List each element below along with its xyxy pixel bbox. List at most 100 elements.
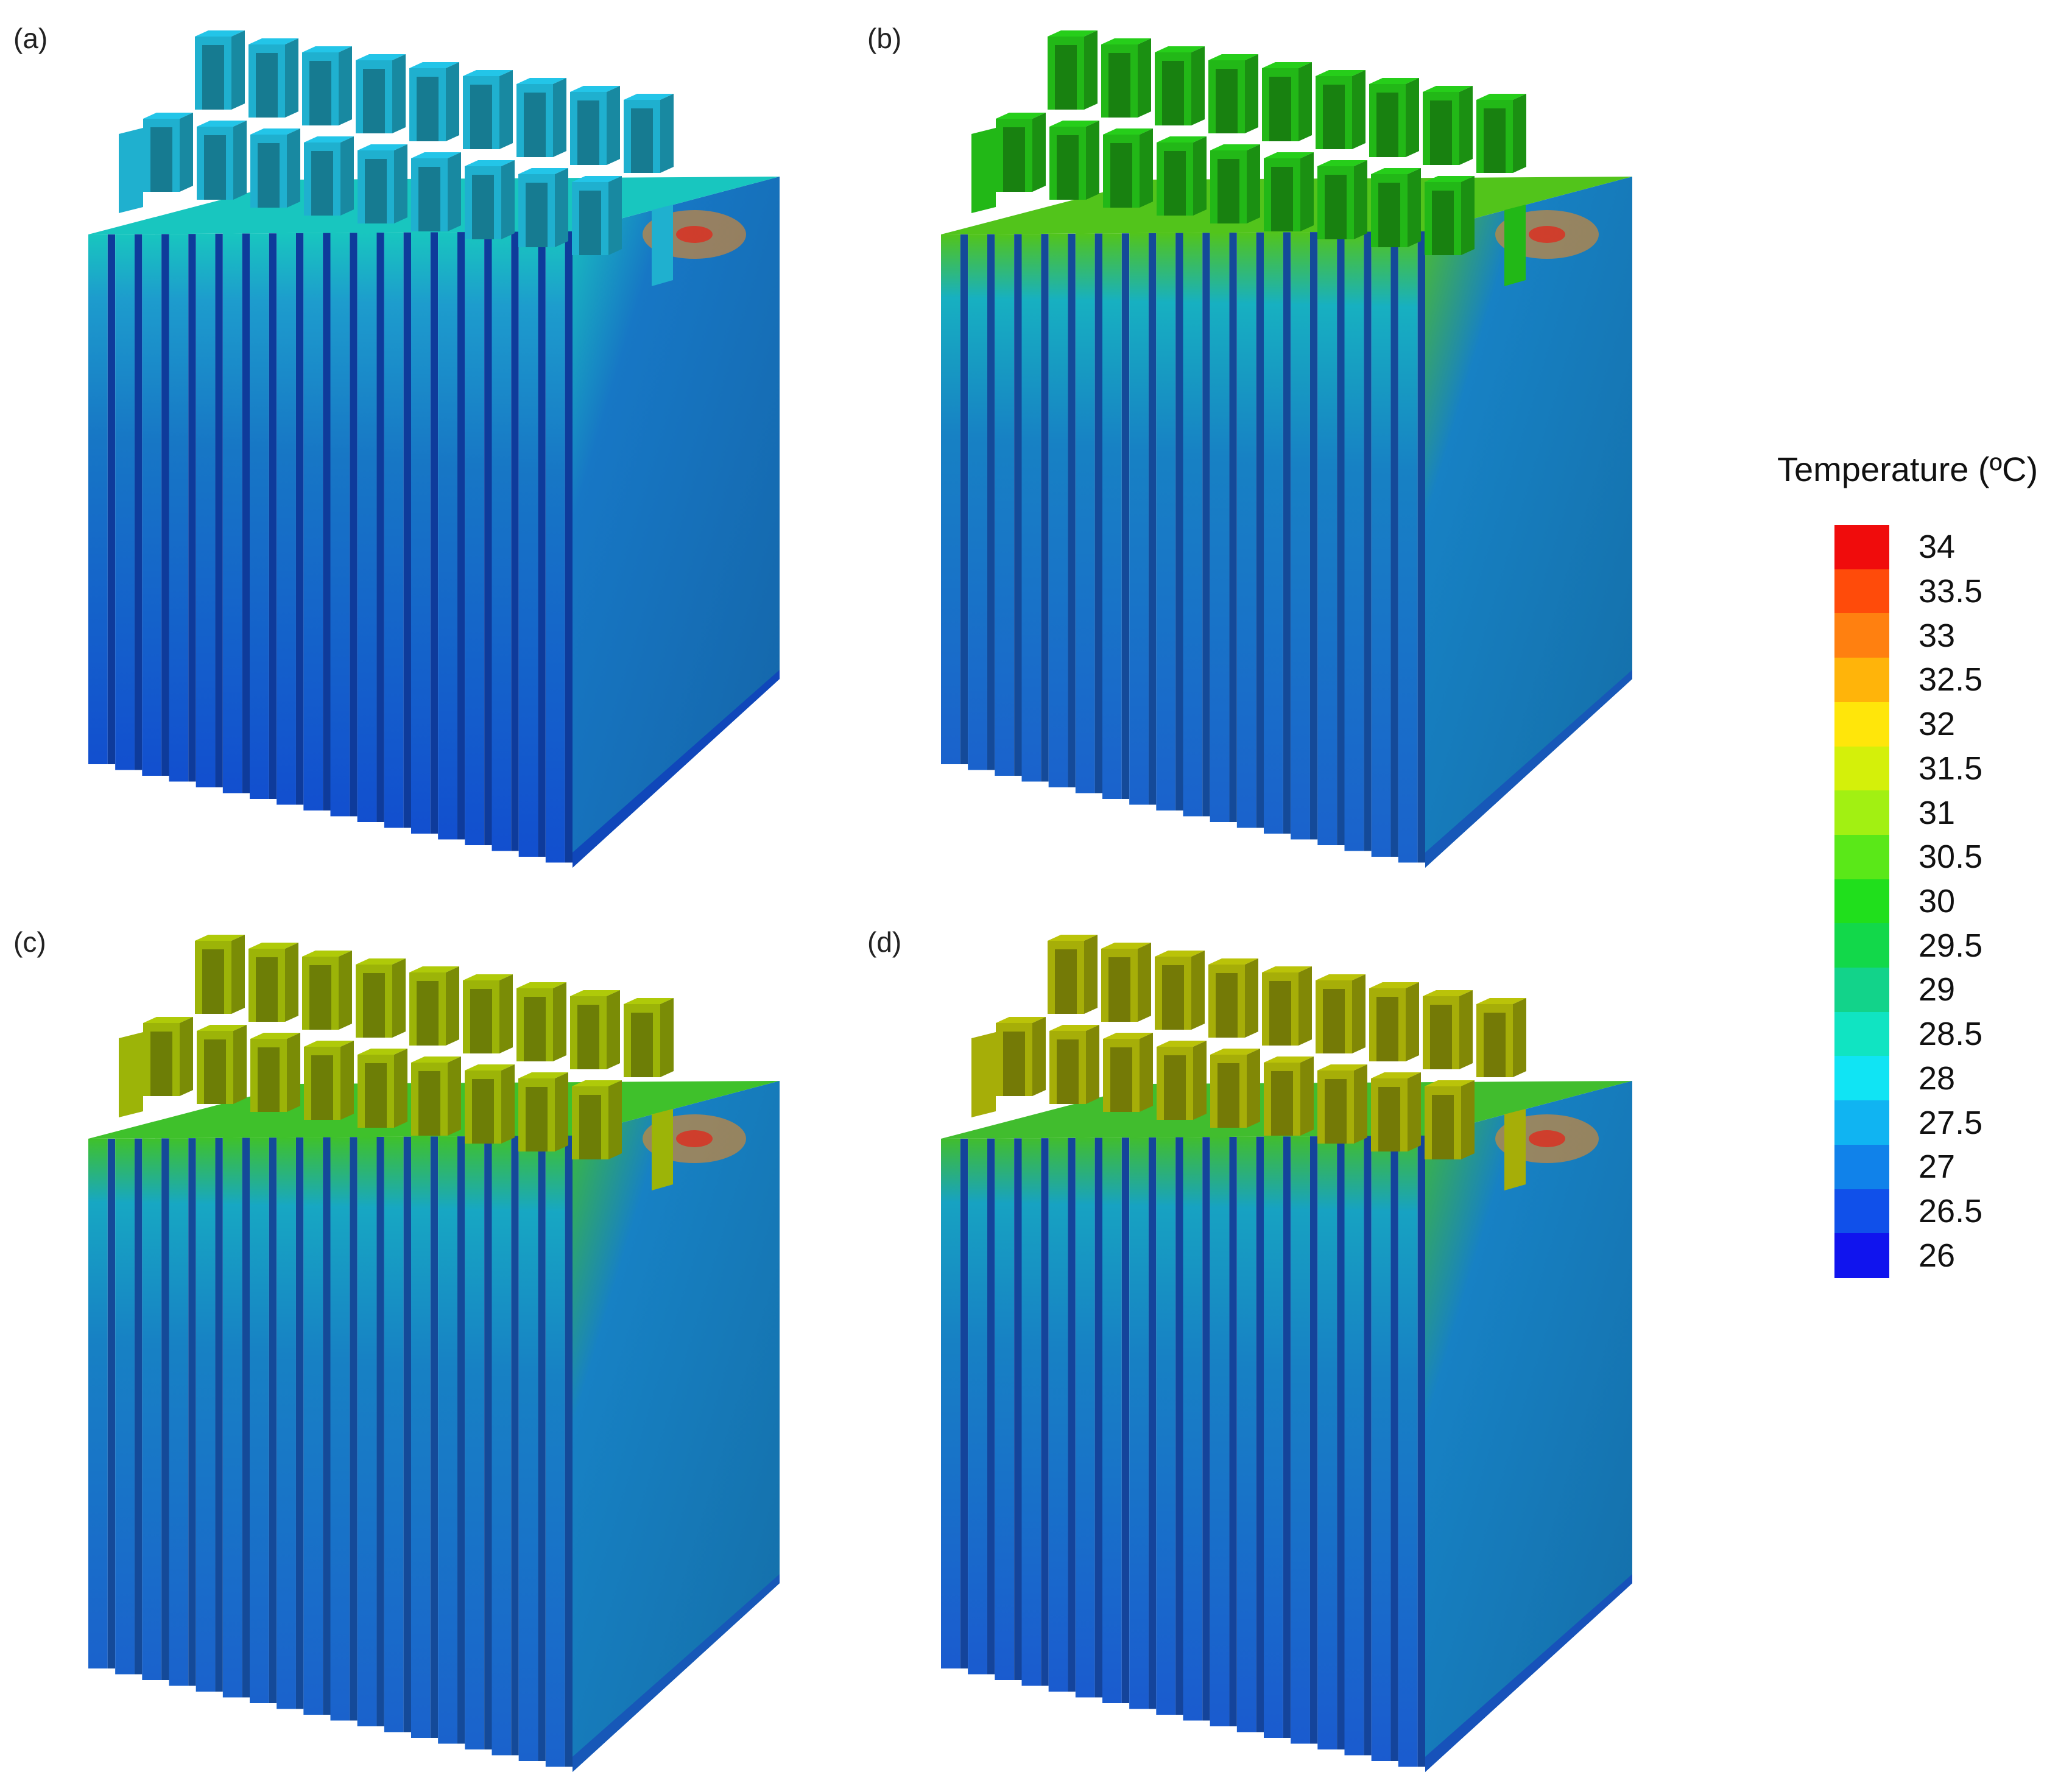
busbar-top xyxy=(1101,943,1151,949)
busbar-slot xyxy=(1162,61,1184,125)
hot-spot-core xyxy=(1529,226,1565,243)
busbar-top xyxy=(1155,951,1205,957)
side-face xyxy=(1425,177,1632,868)
cell-plate xyxy=(1183,233,1203,817)
legend-swatch xyxy=(1834,923,1889,969)
busbar-slot xyxy=(472,175,494,239)
cell-gap xyxy=(161,234,169,776)
cell-gap xyxy=(1121,233,1130,799)
cell-plate xyxy=(88,234,108,764)
cell-gap xyxy=(987,1138,995,1675)
side-face xyxy=(1425,1081,1632,1772)
busbar-top xyxy=(250,128,300,135)
legend-swatch xyxy=(1834,1011,1889,1057)
busbar-slot xyxy=(1164,151,1186,216)
busbar-side xyxy=(1513,998,1526,1077)
cell-plate xyxy=(1156,1137,1176,1715)
busbar-top xyxy=(1262,62,1312,68)
busbar-slot xyxy=(470,85,492,149)
cell-gap xyxy=(1283,1136,1291,1738)
side-face xyxy=(573,177,780,868)
busbar-side xyxy=(231,935,245,1014)
busbar-slot xyxy=(1110,1047,1132,1112)
busbar-slot xyxy=(1269,77,1291,141)
hot-spot-core xyxy=(676,226,713,243)
busbar-top xyxy=(1371,1072,1421,1078)
busbar-top xyxy=(624,998,674,1004)
battery-pack-a xyxy=(88,30,780,868)
legend-swatch xyxy=(1834,879,1889,924)
busbar-slot xyxy=(1057,1039,1079,1104)
hot-spot-core xyxy=(676,1130,713,1147)
busbar-slot xyxy=(1216,973,1238,1038)
panel-b-label: (b) xyxy=(867,23,902,54)
cell-plate xyxy=(196,1137,216,1692)
busbar-side xyxy=(1084,935,1098,1014)
busbar-side xyxy=(394,144,407,223)
cell-plate xyxy=(1371,1136,1391,1761)
busbar-slot xyxy=(577,1005,599,1069)
busbar-side xyxy=(1191,46,1205,125)
busbar-side xyxy=(231,30,245,110)
cell-gap xyxy=(1175,1137,1183,1715)
busbar-side xyxy=(499,974,513,1053)
busbar-slot xyxy=(1271,167,1293,231)
legend-swatch xyxy=(1834,658,1889,703)
cell-gap xyxy=(107,1139,116,1668)
cell-gap xyxy=(323,1137,331,1715)
busbar-side xyxy=(339,46,352,125)
busbar-top xyxy=(1317,1064,1367,1071)
busbar-slot xyxy=(1057,135,1079,200)
cell-gap xyxy=(1417,231,1425,863)
busbar-side xyxy=(1459,990,1473,1069)
legend-tick-label: 32 xyxy=(1919,706,1956,743)
busbar-top xyxy=(463,70,513,76)
cell-plate xyxy=(545,1135,565,1767)
busbar-slot xyxy=(1430,1005,1452,1069)
busbar-side xyxy=(1140,1033,1153,1112)
busbar-side xyxy=(1086,1025,1099,1104)
legend-tick-label: 33 xyxy=(1919,617,1956,654)
busbar-slot xyxy=(258,143,280,208)
cell-gap xyxy=(215,233,223,787)
busbar-side xyxy=(1352,70,1365,149)
busbar-top xyxy=(624,94,674,100)
cell-plate xyxy=(169,1138,189,1686)
busbar-side xyxy=(608,1080,622,1159)
legend-tick-label: 26 xyxy=(1919,1237,1956,1274)
cell-plate xyxy=(250,233,269,799)
cell-gap xyxy=(134,1138,143,1675)
cell-gap xyxy=(1202,1137,1210,1721)
busbar-slot xyxy=(1323,989,1345,1053)
busbar-slot xyxy=(202,45,224,110)
busbar-slot xyxy=(526,183,548,247)
busbar-side xyxy=(1461,1080,1475,1159)
panel-a-label: (a) xyxy=(13,23,48,54)
cell-plate xyxy=(222,1137,242,1698)
busbar-side xyxy=(1086,121,1099,200)
cell-plate xyxy=(518,1136,538,1761)
cell-plate xyxy=(115,1138,135,1675)
legend-tick-label: 30.5 xyxy=(1919,839,1983,876)
cell-gap xyxy=(269,1137,277,1703)
cell-gap xyxy=(430,232,439,834)
cell-gap xyxy=(484,1136,492,1749)
cell-gap xyxy=(1390,1136,1398,1761)
busbar-top xyxy=(1369,982,1419,988)
busbar-side xyxy=(555,168,568,247)
busbar-slot xyxy=(1432,1095,1454,1159)
cell-gap xyxy=(960,234,968,764)
busbar-slot xyxy=(1217,1063,1239,1128)
busbar-side xyxy=(555,1072,568,1151)
cell-plate xyxy=(518,231,538,857)
busbar-slot xyxy=(524,997,546,1061)
cell-plate xyxy=(1317,231,1337,845)
busbar-side xyxy=(608,176,622,255)
busbar-side xyxy=(1352,974,1365,1053)
end-plate-right xyxy=(652,1109,673,1190)
busbar-slot xyxy=(1376,93,1398,157)
busbar-top xyxy=(250,1033,300,1039)
cell-gap xyxy=(457,232,465,840)
cell-gap xyxy=(107,234,116,764)
busbar-top xyxy=(1316,70,1365,76)
